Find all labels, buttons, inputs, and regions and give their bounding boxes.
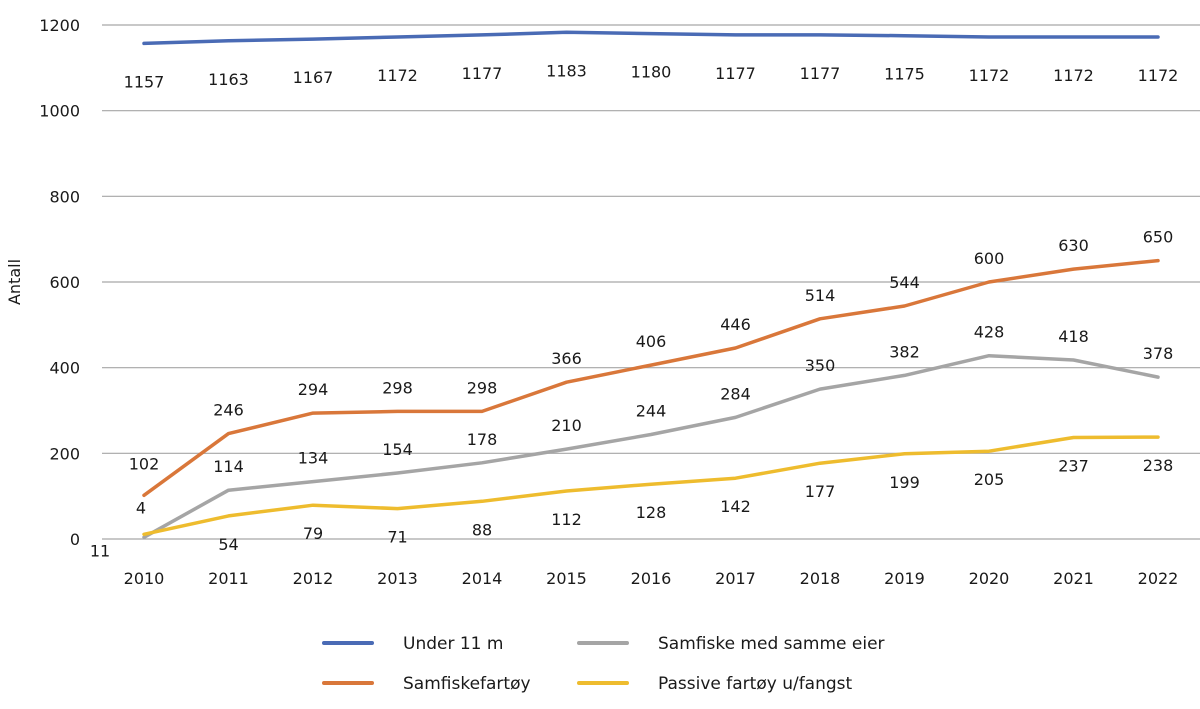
- data-label: 1177: [462, 64, 503, 83]
- data-label: 298: [467, 378, 498, 397]
- data-label: 177: [805, 482, 836, 501]
- data-label: 11: [90, 541, 110, 560]
- data-label: 178: [467, 430, 498, 449]
- data-label: 446: [720, 315, 751, 334]
- data-label: 114: [213, 457, 244, 476]
- data-label: 142: [720, 497, 751, 516]
- data-label: 199: [889, 473, 920, 492]
- data-label: 1172: [377, 66, 418, 85]
- data-label: 514: [805, 286, 836, 305]
- x-tick-label: 2011: [208, 569, 249, 588]
- legend-label: Samfiske med samme eier: [658, 634, 885, 654]
- gridlines: [102, 24, 1200, 540]
- legend-label: Passive fartøy u/fangst: [658, 674, 853, 694]
- series-line-2: [142, 353, 1160, 540]
- x-tick-label: 2018: [800, 569, 841, 588]
- data-label: 350: [805, 356, 836, 375]
- x-tick-label: 2015: [546, 569, 587, 588]
- x-tick-label: 2016: [631, 569, 672, 588]
- y-tick-label: 800: [49, 187, 80, 206]
- legend-label: Samfiskefartøy: [403, 674, 531, 694]
- data-label: 112: [551, 510, 582, 529]
- data-label: 366: [551, 349, 582, 368]
- data-label: 630: [1058, 236, 1089, 255]
- data-label: 1180: [631, 63, 672, 82]
- y-tick-label: 0: [70, 530, 80, 549]
- series-line-3: [142, 435, 1160, 537]
- legend: Under 11 m Samfiskefartøy Samfiske med sam…: [322, 634, 885, 694]
- series-line-0: [142, 30, 1160, 46]
- data-label: 1167: [293, 68, 334, 87]
- data-label: 294: [298, 380, 329, 399]
- x-tick-label: 2020: [969, 569, 1010, 588]
- y-tick-label: 400: [49, 359, 80, 378]
- data-label: 210: [551, 416, 582, 435]
- data-label: 1177: [715, 64, 756, 83]
- data-label: 244: [636, 401, 667, 420]
- x-tick-label: 2014: [462, 569, 503, 588]
- y-tick-label: 600: [49, 273, 80, 292]
- data-label: 1172: [1053, 66, 1094, 85]
- data-label: 1157: [124, 72, 165, 91]
- data-label: 71: [387, 528, 407, 547]
- data-label: 1172: [1138, 66, 1179, 85]
- data-label: 154: [382, 440, 413, 459]
- series-lines: [142, 30, 1160, 540]
- series-line-1: [142, 258, 1160, 498]
- data-label: 378: [1143, 344, 1174, 363]
- y-axis-label: Antall: [5, 259, 24, 305]
- data-labels: 1157 1163 1167 1172 1177 1183 1180 1177 1177 1175…: [90, 61, 1179, 560]
- data-label: 418: [1058, 327, 1089, 346]
- data-label: 406: [636, 332, 667, 351]
- x-tick-label: 2017: [715, 569, 756, 588]
- x-tick-label: 2013: [377, 569, 418, 588]
- data-label: 1175: [884, 65, 925, 84]
- data-label: 284: [720, 384, 751, 403]
- data-label: 134: [298, 449, 329, 468]
- data-label: 298: [382, 378, 413, 397]
- data-label: 4: [136, 498, 146, 517]
- data-label: 246: [213, 401, 244, 420]
- data-label: 205: [974, 470, 1005, 489]
- data-label: 1163: [208, 70, 249, 89]
- legend-item: Samfiskefartøy: [322, 674, 531, 694]
- legend-label: Under 11 m: [403, 634, 503, 654]
- data-label: 128: [636, 503, 667, 522]
- x-tick-label: 2012: [293, 569, 334, 588]
- data-label: 54: [218, 535, 238, 554]
- data-label: 88: [472, 520, 492, 539]
- x-tick-label: 2010: [124, 569, 165, 588]
- data-label: 238: [1143, 456, 1174, 475]
- data-label: 79: [303, 524, 323, 543]
- data-label: 1172: [969, 66, 1010, 85]
- data-label: 237: [1058, 456, 1089, 475]
- data-label: 1177: [800, 64, 841, 83]
- x-tick-label: 2022: [1138, 569, 1179, 588]
- legend-item: Passive fartøy u/fangst: [577, 674, 853, 694]
- y-tick-label: 1200: [39, 16, 80, 35]
- data-label: 382: [889, 342, 920, 361]
- data-label: 600: [974, 249, 1005, 268]
- legend-item: Samfiske med samme eier: [577, 634, 885, 654]
- y-tick-label: 1000: [39, 102, 80, 121]
- legend-item: Under 11 m: [322, 634, 503, 654]
- x-tick-label: 2019: [884, 569, 925, 588]
- data-label: 428: [974, 323, 1005, 342]
- data-label: 650: [1143, 228, 1174, 247]
- data-label: 102: [129, 454, 160, 473]
- x-tick-label: 2021: [1053, 569, 1094, 588]
- data-label: 1183: [546, 61, 587, 80]
- y-tick-label: 200: [49, 444, 80, 463]
- y-axis-ticks: 0 200 400 600 800 1000 1200: [39, 16, 80, 549]
- data-label: 544: [889, 273, 920, 292]
- x-axis-ticks: 2010 2011 2012 2013 2014 2015 2016 2017 2018 2019…: [124, 569, 1179, 588]
